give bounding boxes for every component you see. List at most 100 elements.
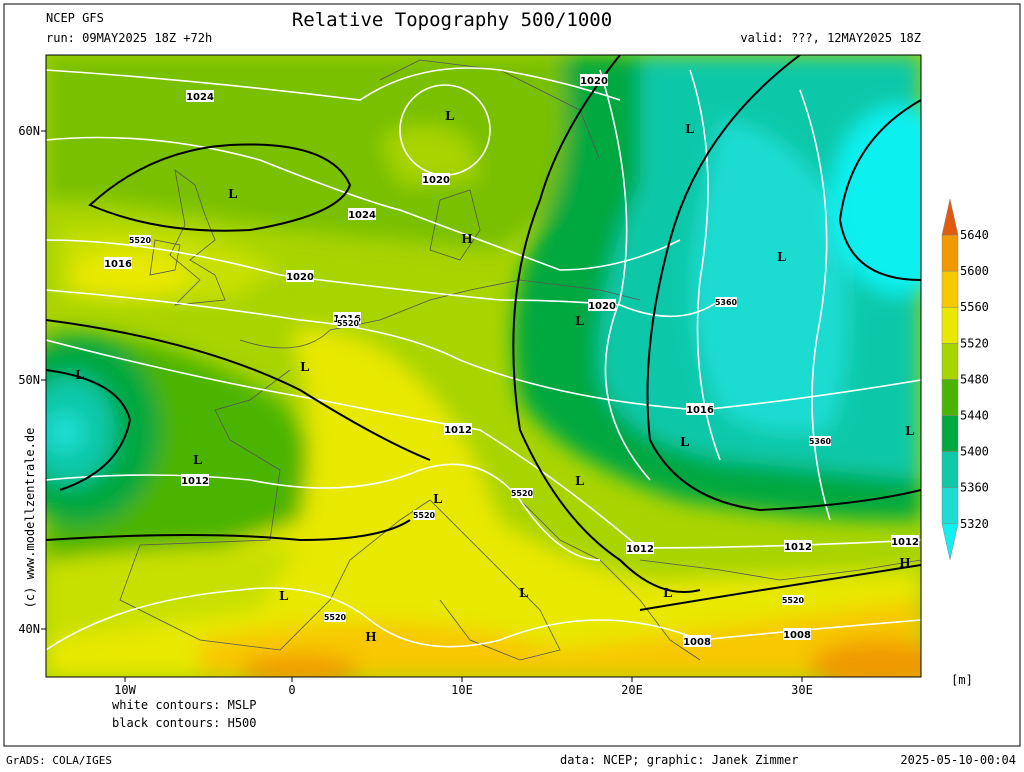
coastline — [429, 499, 561, 661]
legend-swatch — [941, 487, 959, 525]
mslp-contour — [46, 587, 921, 651]
field-region — [693, 120, 848, 433]
legend-label: 5320 — [960, 517, 989, 531]
contour-label: 5520 — [337, 319, 360, 328]
run-info: run: 09MAY2025 18Z +72h — [46, 31, 212, 45]
field-region — [70, 250, 190, 300]
h500-contour — [838, 99, 921, 281]
contour-label-box — [784, 540, 812, 552]
mslp-contour — [46, 289, 921, 411]
legend-arrow — [941, 523, 959, 560]
contour-label-box — [422, 173, 450, 185]
mslp-contours — [46, 67, 921, 651]
legend-label: 5400 — [960, 445, 989, 459]
pressure-center: L — [519, 586, 528, 601]
contour-label-box — [715, 297, 737, 307]
legend-unit: [m] — [951, 673, 973, 687]
legend-swatch — [941, 270, 959, 308]
contour-label-box — [104, 257, 132, 269]
coastline — [149, 239, 181, 276]
field-region — [46, 412, 85, 452]
legend-label: 5440 — [960, 409, 989, 423]
pressure-center: L — [905, 424, 914, 439]
contour-label: 1012 — [181, 476, 209, 487]
contour-label: 1020 — [580, 76, 608, 87]
contour-label-box — [782, 595, 804, 605]
h500-contour — [512, 55, 701, 593]
legend-swatch — [941, 415, 959, 452]
pressure-center: L — [300, 360, 309, 375]
map-border — [45, 54, 922, 678]
contour-label-box — [186, 90, 214, 102]
field-region — [46, 545, 300, 640]
coastline — [239, 279, 641, 349]
contour-label: 1012 — [891, 537, 919, 548]
coastline — [169, 169, 226, 306]
contour-label: 5520 — [324, 613, 347, 622]
field-region — [240, 655, 360, 677]
legend-swatch — [941, 306, 959, 344]
contour-label-box — [444, 423, 472, 435]
contour-label-box — [588, 299, 616, 311]
mslp-contour — [46, 239, 721, 318]
footer-right: 2025-05-10-00:04 — [900, 753, 1016, 767]
pressure-center: L — [777, 250, 786, 265]
map-title: Relative Topography 500/1000 — [292, 9, 612, 31]
x-axis-label: 20E — [621, 683, 643, 697]
h500-contour — [46, 319, 431, 461]
y-axis-label: 50N — [18, 373, 40, 387]
color-legend: 5320 5360 5400 5440 5480 5520 5560 5600 5640 — [941, 198, 989, 560]
contour-label-box — [413, 510, 435, 520]
contour-label: 5360 — [715, 298, 738, 307]
mslp-contour — [46, 463, 601, 561]
side-credit: (c) www.modellzentrale.de — [23, 428, 37, 609]
mslp-contour — [599, 69, 651, 481]
pressure-center: L — [228, 187, 237, 202]
contour-label-box — [809, 436, 831, 446]
y-axis-label: 40N — [18, 622, 40, 636]
field-region — [46, 55, 600, 250]
field-region — [200, 600, 921, 677]
x-axis-label: 10E — [451, 683, 473, 697]
contour-label: 1012 — [444, 425, 472, 436]
contour-label-box — [324, 612, 346, 622]
frame — [3, 3, 1021, 747]
contour-label-box — [626, 542, 654, 554]
contour-label: 1008 — [783, 630, 811, 641]
pressure-center: H — [900, 556, 911, 571]
pressure-center: L — [193, 453, 202, 468]
coastline — [519, 499, 701, 661]
contour-label: 1008 — [683, 637, 711, 648]
map-field: 1024 1020 L L 1020 L 1024 H 5520 1016 L 1020 5360 102… — [46, 55, 921, 677]
x-axis-label: 30E — [791, 683, 813, 697]
map-axes: 10W 0 10E 20E 30E 60N 50N 40N — [18, 124, 813, 697]
contour-label-box — [337, 318, 359, 328]
note: white contours: MSLP — [112, 698, 257, 712]
contour-label-box — [686, 403, 714, 415]
contour-label: 1024 — [186, 92, 214, 103]
pressure-center: H — [366, 630, 377, 645]
footer-center: data: NCEP; graphic: Janek Zimmer — [560, 753, 798, 767]
pressure-center: L — [433, 492, 442, 507]
h500-contour — [46, 519, 411, 542]
legend-swatch — [941, 234, 959, 272]
h500-contour — [88, 143, 352, 232]
mslp-contour — [46, 136, 681, 271]
contour-label: 5520 — [511, 489, 534, 498]
h500-contours — [46, 55, 921, 611]
contour-label: 1012 — [784, 542, 812, 553]
legend-label: 5520 — [960, 336, 989, 350]
contour-label-box — [129, 235, 151, 245]
field-region — [380, 125, 480, 185]
legend-arrow — [941, 198, 959, 236]
contour-label-box — [181, 474, 209, 486]
contour-label: 1020 — [286, 272, 314, 283]
contour-label: 5520 — [413, 511, 436, 520]
field-region — [830, 105, 921, 295]
contour-label-box — [891, 535, 919, 547]
valid-info: valid: ???, 12MAY2025 18Z — [740, 31, 921, 45]
pressure-center: L — [575, 474, 584, 489]
contour-label-box — [348, 208, 376, 220]
